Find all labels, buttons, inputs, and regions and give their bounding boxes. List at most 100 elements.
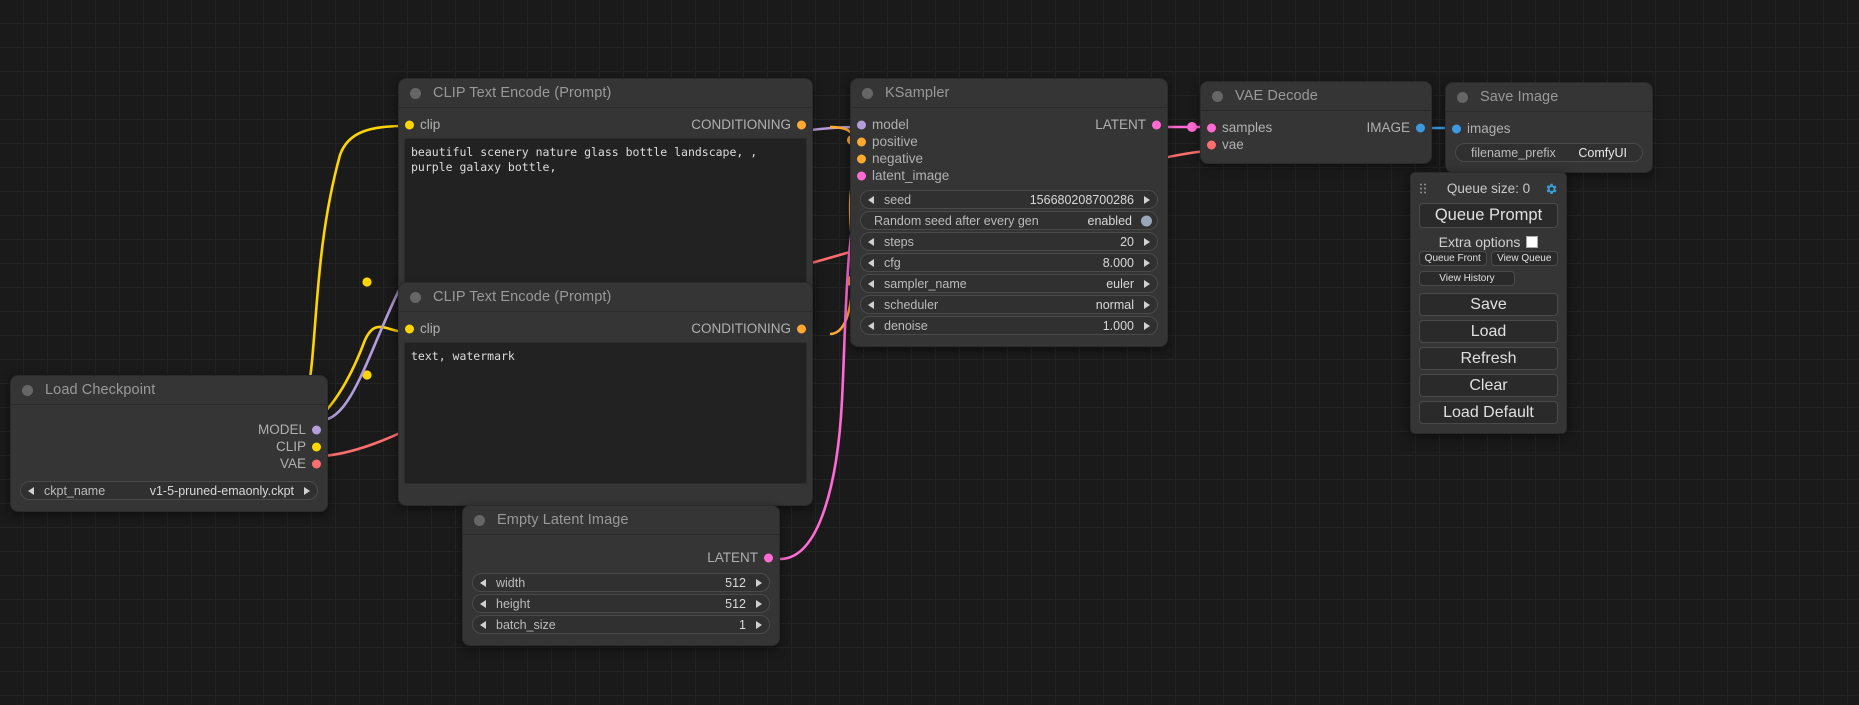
output-dot-vae[interactable] <box>312 459 321 468</box>
decrement-arrow-icon[interactable] <box>868 195 874 204</box>
input-dot-vae[interactable] <box>1207 140 1216 149</box>
increment-arrow-icon[interactable] <box>756 599 762 608</box>
output-dot-clip[interactable] <box>312 442 321 451</box>
view-queue-button[interactable]: View Queue <box>1490 251 1558 266</box>
output-slot-model[interactable]: MODEL <box>11 421 327 438</box>
prompt-textarea[interactable]: text, watermark <box>404 342 807 484</box>
node-save-image[interactable]: Save Image images filename_prefix ComfyU… <box>1445 82 1653 173</box>
input-dot-latent-image[interactable] <box>857 171 866 180</box>
node-title-bar[interactable]: CLIP Text Encode (Prompt) <box>399 79 812 108</box>
node-title-bar[interactable]: Empty Latent Image <box>463 506 779 535</box>
node-title-bar[interactable]: Load Checkpoint <box>11 376 327 405</box>
input-slot-positive[interactable]: positive <box>851 133 1167 150</box>
input-slot-images[interactable]: images <box>1446 120 1652 137</box>
decrement-arrow-icon[interactable] <box>868 258 874 267</box>
queue-prompt-button[interactable]: Queue Prompt <box>1419 203 1558 228</box>
collapse-dot-icon[interactable] <box>22 384 33 396</box>
decrement-arrow-icon[interactable] <box>868 321 874 330</box>
decrement-arrow-icon[interactable] <box>868 279 874 288</box>
increment-arrow-icon[interactable] <box>1144 321 1150 330</box>
input-dot-clip[interactable] <box>405 120 414 129</box>
increment-arrow-icon[interactable] <box>304 486 310 495</box>
refresh-button[interactable]: Refresh <box>1419 347 1558 370</box>
input-dot-clip[interactable] <box>405 324 414 333</box>
output-slot-latent[interactable]: LATENT <box>463 549 779 566</box>
widget-filename-prefix[interactable]: filename_prefix ComfyUI <box>1455 143 1643 162</box>
view-history-button[interactable]: View History <box>1419 271 1515 286</box>
io-row-clip-conditioning[interactable]: clip CONDITIONING <box>399 116 812 133</box>
increment-arrow-icon[interactable] <box>1144 279 1150 288</box>
node-vae-decode[interactable]: VAE Decode samples IMAGE vae <box>1200 81 1432 164</box>
node-load-checkpoint[interactable]: Load Checkpoint MODEL CLIP VAE ckpt_name… <box>10 375 328 512</box>
prompt-textarea[interactable]: beautiful scenery nature glass bottle la… <box>404 138 807 308</box>
output-dot-model[interactable] <box>312 425 321 434</box>
widget-denoise[interactable]: denoise 1.000 <box>860 316 1158 335</box>
toggle-knob-icon[interactable] <box>1141 215 1152 226</box>
extra-options-checkbox[interactable] <box>1526 235 1539 248</box>
input-dot-positive[interactable] <box>857 137 866 146</box>
input-slot-negative[interactable]: negative <box>851 150 1167 167</box>
io-row-samples-image[interactable]: samples IMAGE <box>1201 119 1431 136</box>
decrement-arrow-icon[interactable] <box>480 578 486 587</box>
widget-steps[interactable]: steps 20 <box>860 232 1158 251</box>
increment-arrow-icon[interactable] <box>756 578 762 587</box>
input-dot-model[interactable] <box>857 120 866 129</box>
decrement-arrow-icon[interactable] <box>868 237 874 246</box>
node-clip-text-encode-negative[interactable]: CLIP Text Encode (Prompt) clip CONDITION… <box>398 282 813 506</box>
load-button[interactable]: Load <box>1419 320 1558 343</box>
output-dot-conditioning[interactable] <box>797 120 806 129</box>
input-slot-vae[interactable]: vae <box>1201 136 1431 153</box>
output-dot-conditioning[interactable] <box>797 324 806 333</box>
widget-ckpt-name[interactable]: ckpt_name v1-5-pruned-emaonly.ckpt <box>20 481 318 500</box>
collapse-dot-icon[interactable] <box>474 514 485 526</box>
increment-arrow-icon[interactable] <box>1144 237 1150 246</box>
node-title-bar[interactable]: KSampler <box>851 79 1167 108</box>
node-title-bar[interactable]: VAE Decode <box>1201 82 1431 111</box>
load-default-button[interactable]: Load Default <box>1419 401 1558 424</box>
widget-seed[interactable]: seed 156680208700286 <box>860 190 1158 209</box>
increment-arrow-icon[interactable] <box>1144 195 1150 204</box>
collapse-dot-icon[interactable] <box>410 87 421 99</box>
save-button[interactable]: Save <box>1419 293 1558 316</box>
input-dot-images[interactable] <box>1452 124 1461 133</box>
widget-random-seed-toggle[interactable]: Random seed after every gen enabled <box>860 211 1158 230</box>
output-dot-latent[interactable] <box>1152 120 1161 129</box>
queue-front-button[interactable]: Queue Front <box>1419 251 1487 266</box>
widget-scheduler[interactable]: scheduler normal <box>860 295 1158 314</box>
input-dot-samples[interactable] <box>1207 123 1216 132</box>
output-dot-image[interactable] <box>1416 123 1425 132</box>
collapse-dot-icon[interactable] <box>1457 91 1468 103</box>
collapse-dot-icon[interactable] <box>410 291 421 303</box>
io-row-model-latent[interactable]: model LATENT <box>851 116 1167 133</box>
decrement-arrow-icon[interactable] <box>28 486 34 495</box>
input-slot-latent-image[interactable]: latent_image <box>851 167 1167 184</box>
comfy-menu-panel[interactable]: Queue size: 0 Queue Prompt Extra options… <box>1410 172 1567 434</box>
output-dot-latent[interactable] <box>764 553 773 562</box>
input-dot-negative[interactable] <box>857 154 866 163</box>
widget-sampler-name[interactable]: sampler_name euler <box>860 274 1158 293</box>
widget-width[interactable]: width 512 <box>472 573 770 592</box>
io-row-clip-conditioning[interactable]: clip CONDITIONING <box>399 320 812 337</box>
increment-arrow-icon[interactable] <box>1144 258 1150 267</box>
collapse-dot-icon[interactable] <box>1212 90 1223 102</box>
widget-height[interactable]: height 512 <box>472 594 770 613</box>
widget-cfg[interactable]: cfg 8.000 <box>860 253 1158 272</box>
node-title-bar[interactable]: CLIP Text Encode (Prompt) <box>399 283 812 312</box>
clear-button[interactable]: Clear <box>1419 374 1558 397</box>
drag-handle-icon[interactable] <box>1420 183 1429 194</box>
gear-icon[interactable] <box>1544 182 1558 196</box>
decrement-arrow-icon[interactable] <box>480 599 486 608</box>
collapse-dot-icon[interactable] <box>862 87 873 99</box>
widget-batch-size[interactable]: batch_size 1 <box>472 615 770 634</box>
output-slot-vae[interactable]: VAE <box>11 455 327 472</box>
node-title-bar[interactable]: Save Image <box>1446 83 1652 112</box>
node-empty-latent-image[interactable]: Empty Latent Image LATENT width 512 heig… <box>462 505 780 646</box>
decrement-arrow-icon[interactable] <box>868 300 874 309</box>
node-ksampler[interactable]: KSampler model LATENT positive negative … <box>850 78 1168 347</box>
extra-options-row[interactable]: Extra options <box>1419 232 1558 251</box>
increment-arrow-icon[interactable] <box>756 620 762 629</box>
increment-arrow-icon[interactable] <box>1144 300 1150 309</box>
decrement-arrow-icon[interactable] <box>480 620 486 629</box>
output-slot-clip[interactable]: CLIP <box>11 438 327 455</box>
